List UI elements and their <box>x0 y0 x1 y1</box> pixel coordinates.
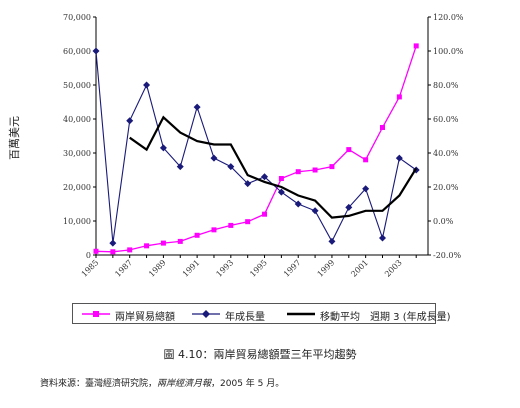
data-point-trade-total <box>413 43 419 49</box>
data-point-trade-total <box>194 232 200 238</box>
right-tick-label: 100.0% <box>433 47 464 56</box>
legend-diamond-marker-icon <box>192 310 220 318</box>
data-point-trade-total <box>177 238 183 244</box>
data-point-growth <box>210 154 218 162</box>
data-point-growth <box>328 237 336 245</box>
x-axis: 1985 1987 1989 1991 1993 1995 1997 1999 2001 2003 <box>80 255 417 279</box>
right-y-axis: -20.0% 0.0% 20.0% 40.0% 60.0% 80.0% 100.0% 120.… <box>428 13 464 260</box>
left-tick-label: 40,000 <box>63 115 91 124</box>
source-prefix: 資料來源：臺灣經濟研究院， <box>40 379 158 389</box>
x-tick-label: 1985 <box>80 258 101 279</box>
data-point-trade-total <box>245 219 251 225</box>
data-point-growth <box>92 47 100 55</box>
data-point-trade-total <box>396 94 402 100</box>
data-point-trade-total <box>379 125 385 130</box>
data-point-growth <box>227 163 235 171</box>
data-point-growth <box>395 154 403 162</box>
legend-label-trade-total: 兩岸貿易總額 <box>115 312 175 323</box>
data-point-trade-total <box>295 169 301 175</box>
right-tick-label: 60.0% <box>433 115 459 124</box>
right-tick-label: 120.0% <box>433 13 464 22</box>
left-axis-label: 百萬美元 <box>8 116 21 160</box>
data-point-trade-total <box>211 227 217 233</box>
left-tick-label: 70,000 <box>63 13 91 22</box>
x-tick-label: 2001 <box>349 258 370 279</box>
x-tick-label: 1991 <box>181 258 202 279</box>
data-point-trade-total <box>363 157 369 163</box>
data-point-growth <box>109 239 117 247</box>
data-point-trade-total <box>312 167 318 173</box>
data-point-trade-total <box>278 176 284 181</box>
data-point-growth <box>362 185 370 193</box>
series-line-0 <box>95 45 417 253</box>
right-tick-label: -20.0% <box>433 251 462 260</box>
data-point-trade-total <box>329 164 335 170</box>
x-tick-label: 1987 <box>113 258 134 279</box>
data-point-growth <box>143 81 151 89</box>
data-point-trade-total <box>346 147 352 153</box>
data-point-trade-total <box>160 240 166 246</box>
right-tick-label: 0.0% <box>433 217 454 226</box>
right-tick-label: 80.0% <box>433 81 459 90</box>
series-layer <box>92 43 420 255</box>
source-suffix: ，2005 年 5 月。 <box>211 379 285 389</box>
data-point-trade-total <box>262 211 268 217</box>
data-point-growth <box>176 163 184 171</box>
data-point-growth <box>193 103 201 111</box>
x-tick-label: 2003 <box>383 258 404 279</box>
left-tick-label: 20,000 <box>63 183 91 192</box>
legend: 兩岸貿易總額 年成長量 移動平均 週期 3 (年成長量) <box>72 303 451 324</box>
data-point-growth <box>294 200 302 208</box>
left-y-axis: 0 10,000 20,000 30,000 40,000 50,000 60,000 70,… <box>63 13 96 260</box>
data-point-growth <box>378 234 386 242</box>
figure-caption: 圖 4.10：兩岸貿易總額暨三年平均趨勢 <box>163 348 357 361</box>
data-point-trade-total <box>228 222 234 228</box>
legend-label-growth: 年成長量 <box>225 312 265 323</box>
legend-black-line-icon <box>287 312 315 316</box>
x-tick-label: 1993 <box>214 258 235 279</box>
data-point-growth <box>261 173 269 181</box>
data-point-growth <box>244 180 252 188</box>
right-tick-label: 40.0% <box>433 149 459 158</box>
chart: 0 10,000 20,000 30,000 40,000 50,000 60,000 70,… <box>8 13 464 279</box>
left-tick-label: 10,000 <box>63 217 91 226</box>
data-point-trade-total <box>127 247 133 253</box>
x-tick-label: 1997 <box>282 258 303 279</box>
x-tick-label: 1999 <box>316 258 337 279</box>
legend-label-moving-average: 移動平均 週期 3 (年成長量) <box>320 312 451 323</box>
data-point-growth <box>159 144 167 152</box>
data-point-growth <box>126 117 134 125</box>
data-point-trade-total <box>93 248 99 254</box>
legend-pink-square-marker-icon <box>82 311 110 317</box>
left-tick-label: 0 <box>86 251 91 260</box>
series-line-2 <box>129 115 418 219</box>
source-note: 資料來源：臺灣經濟研究院，兩岸經濟月報，2005 年 5 月。 <box>40 376 284 389</box>
source-publication: 兩岸經濟月報 <box>157 379 212 389</box>
data-point-growth <box>345 203 353 211</box>
data-point-trade-total <box>144 243 150 249</box>
left-tick-label: 60,000 <box>63 47 91 56</box>
right-tick-label: 20.0% <box>433 183 459 192</box>
series-line-1 <box>95 50 417 244</box>
data-point-growth <box>277 188 285 196</box>
x-tick-label: 1989 <box>147 258 168 279</box>
left-tick-label: 50,000 <box>63 81 91 90</box>
x-tick-label: 1995 <box>248 258 269 279</box>
left-tick-label: 30,000 <box>63 149 91 158</box>
data-point-growth <box>311 207 319 215</box>
data-point-trade-total <box>110 249 116 255</box>
